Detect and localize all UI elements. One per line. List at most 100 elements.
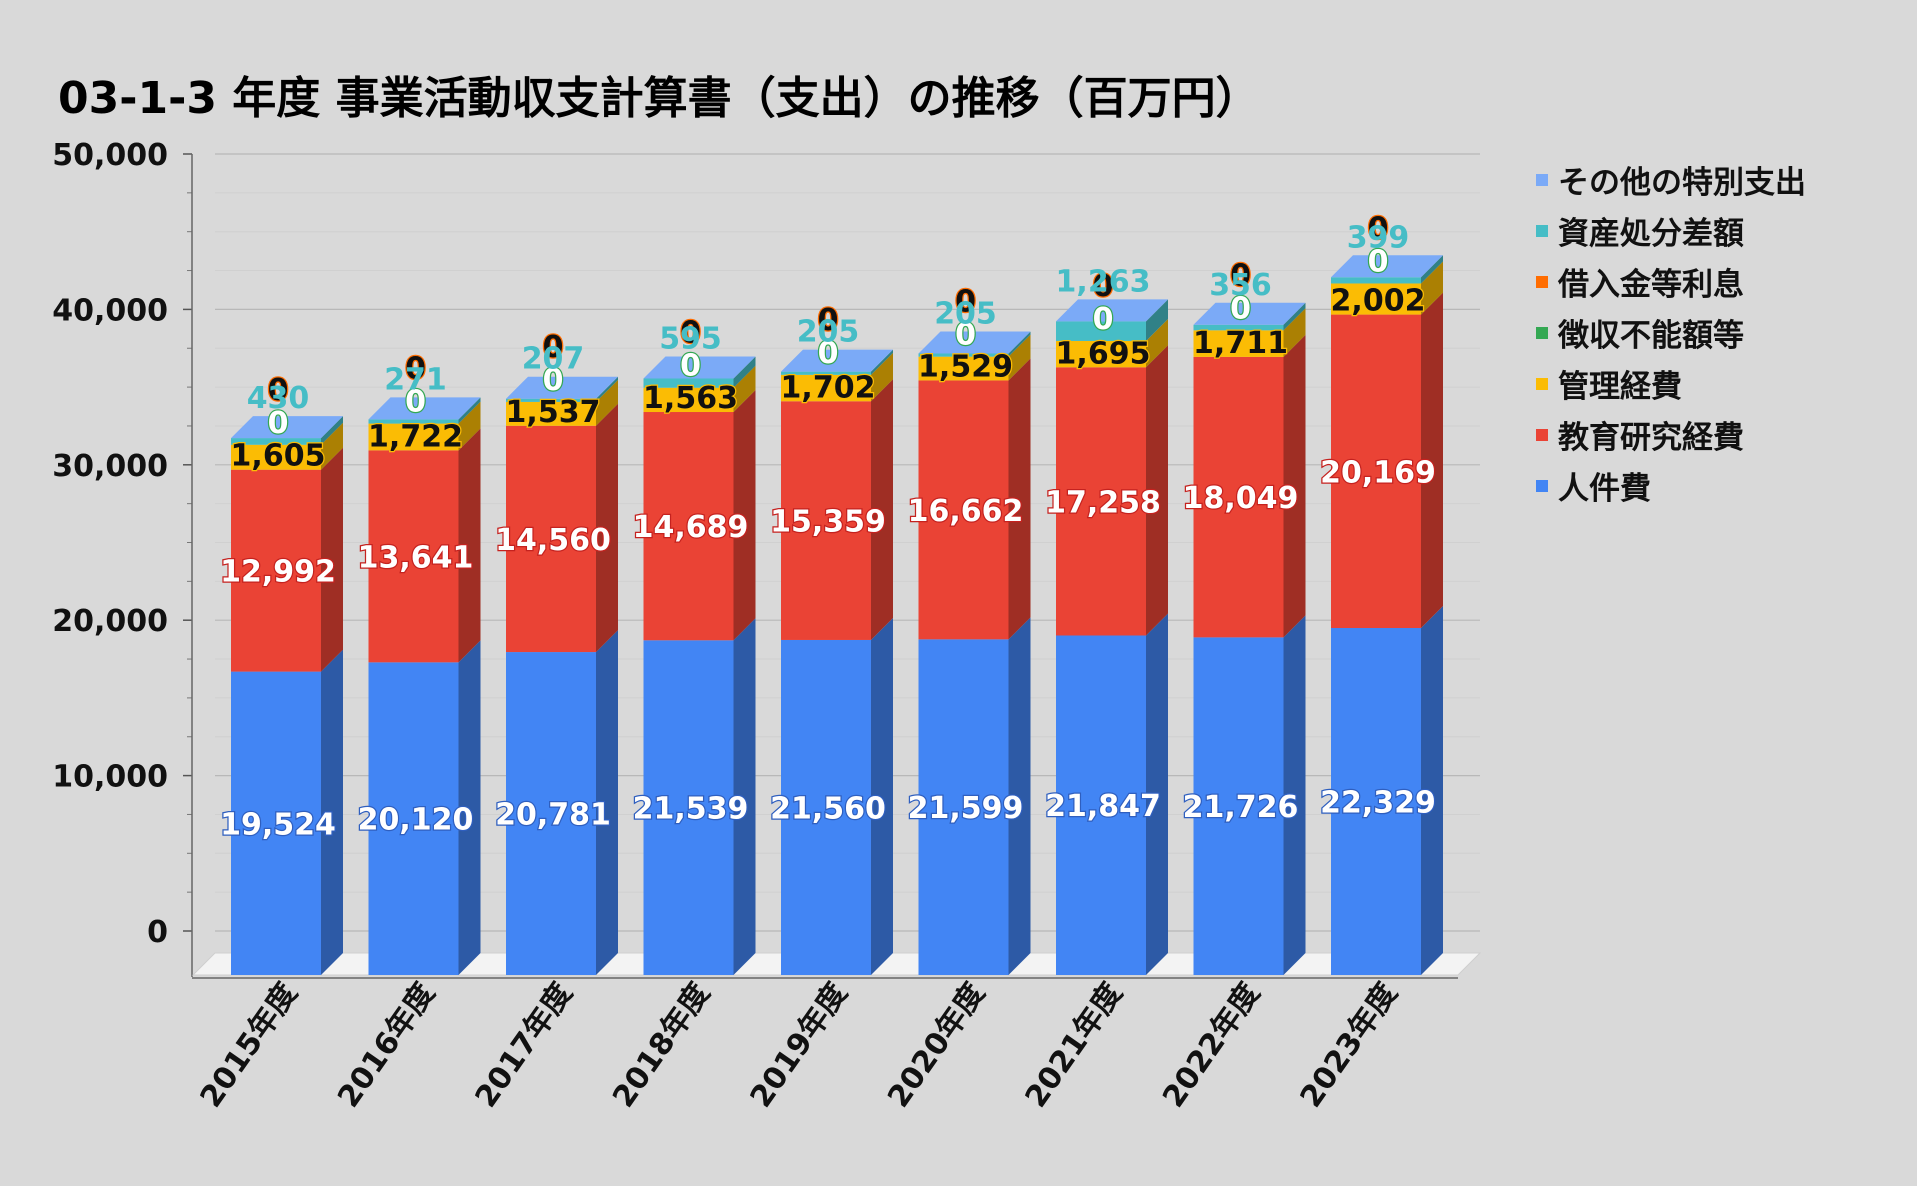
- bar-side: [1421, 255, 1443, 284]
- data-label: 430: [247, 381, 310, 416]
- bar-top: [1056, 299, 1168, 322]
- bar-front: [231, 444, 321, 470]
- legend-item: 借入金等利息: [1536, 256, 1806, 307]
- x-tick-label: 2018年度: [606, 977, 717, 1115]
- legend: その他の特別支出 資産処分差額 借入金等利息 徴収不能額等 管理経費 教育研究経費 人件費: [1536, 154, 1806, 511]
- x-tick-label: 2019年度: [744, 977, 855, 1115]
- bar-front: [1193, 356, 1284, 638]
- bar-side: [596, 403, 618, 653]
- legend-swatch: [1536, 224, 1548, 237]
- data-label: 14,689: [633, 510, 749, 545]
- bar-front: [1056, 367, 1146, 636]
- x-tick-label: 2021年度: [1019, 977, 1130, 1115]
- data-label: 1,722: [368, 419, 463, 454]
- legend-swatch: [1536, 275, 1548, 288]
- legend-label: 徴収不能額等: [1558, 318, 1744, 354]
- bar-front: [1056, 321, 1146, 341]
- data-label: 0: [543, 330, 564, 365]
- data-label: 0: [818, 303, 839, 338]
- bar-top: [368, 397, 481, 420]
- data-label: 0: [680, 316, 701, 351]
- bar-side: [733, 365, 756, 413]
- data-label: 1,563: [643, 381, 738, 416]
- data-label: 1,711: [1193, 326, 1288, 361]
- data-label: 18,049: [1183, 481, 1299, 516]
- data-label: 15,359: [770, 505, 886, 540]
- bar-side: [458, 397, 481, 424]
- bar-side: [321, 422, 343, 470]
- bar-front: [918, 353, 1009, 357]
- chart-title: 03-1-3 年度 事業活動収支計算書（支出）の推移（百万円）: [58, 73, 1260, 124]
- y-tick-label: 20,000: [52, 604, 168, 639]
- bar-front: [918, 639, 1009, 975]
- bar-front: [643, 412, 734, 641]
- data-label: 0: [818, 336, 839, 371]
- bar-front: [368, 662, 459, 975]
- bar-side: [596, 376, 618, 402]
- bar-side: [1146, 299, 1168, 341]
- y-tick-label: 40,000: [52, 293, 168, 328]
- bar-side: [871, 352, 893, 402]
- legend-label: 資産処分差額: [1558, 216, 1744, 252]
- bar-side: [1008, 358, 1031, 640]
- data-label: 21,560: [770, 791, 886, 826]
- legend-item: 教育研究経費: [1536, 409, 1806, 460]
- bar-top: [918, 331, 1031, 354]
- data-label: 0: [1093, 269, 1114, 304]
- bar-front: [1193, 637, 1284, 975]
- data-label: 12,992: [220, 555, 336, 590]
- bar-front: [231, 438, 321, 445]
- data-label: 0: [405, 385, 426, 420]
- data-label: 14,560: [495, 523, 611, 558]
- bar-front: [506, 398, 596, 402]
- bar-front: [231, 671, 321, 975]
- data-label: 21,599: [908, 791, 1024, 826]
- legend-item: その他の特別支出: [1536, 154, 1806, 205]
- data-label: 0: [405, 352, 426, 387]
- bar-front: [1331, 628, 1421, 975]
- bar-side: [1421, 606, 1443, 975]
- data-label: 1,529: [918, 349, 1013, 384]
- legend-label: 人件費: [1558, 471, 1651, 507]
- y-tick-label: 10,000: [52, 760, 168, 795]
- data-label: 2,002: [1331, 284, 1426, 319]
- data-label: 19,524: [220, 807, 336, 842]
- data-label: 0: [1230, 258, 1251, 293]
- data-label: 22,329: [1320, 786, 1436, 821]
- legend-swatch: [1536, 479, 1548, 492]
- bar-front: [918, 380, 1009, 640]
- bar-side: [1008, 331, 1031, 357]
- data-label: 1,605: [231, 439, 326, 474]
- bar-side: [458, 640, 481, 975]
- data-label: 21,539: [633, 792, 749, 827]
- bar-top: [1193, 302, 1306, 325]
- bar-side: [596, 630, 618, 975]
- data-label: 0: [1230, 291, 1251, 326]
- bar-side: [1421, 292, 1443, 629]
- data-label: 0: [1093, 302, 1114, 337]
- bar-side: [596, 379, 618, 426]
- bar-side: [1008, 617, 1031, 975]
- bar-front: [1193, 324, 1284, 331]
- data-label: 0: [543, 363, 564, 398]
- bar-front: [231, 469, 321, 672]
- bar-front: [1193, 330, 1284, 357]
- data-label: 0: [1368, 211, 1389, 246]
- data-label: 0: [1368, 244, 1389, 279]
- data-label: 17,258: [1045, 485, 1161, 520]
- legend-item: 資産処分差額: [1536, 205, 1806, 256]
- bar-side: [871, 617, 893, 975]
- bar-side: [733, 356, 756, 388]
- data-label: 399: [1347, 220, 1410, 255]
- bar-front: [368, 450, 459, 663]
- data-label: 0: [955, 285, 976, 320]
- data-label: 356: [1209, 268, 1272, 303]
- bar-front: [643, 378, 734, 388]
- y-tick-label: 0: [147, 915, 168, 950]
- bar-side: [1283, 334, 1306, 638]
- bar-side: [1008, 334, 1031, 381]
- bar-top: [1331, 255, 1443, 278]
- y-tick-label: 50,000: [52, 138, 168, 173]
